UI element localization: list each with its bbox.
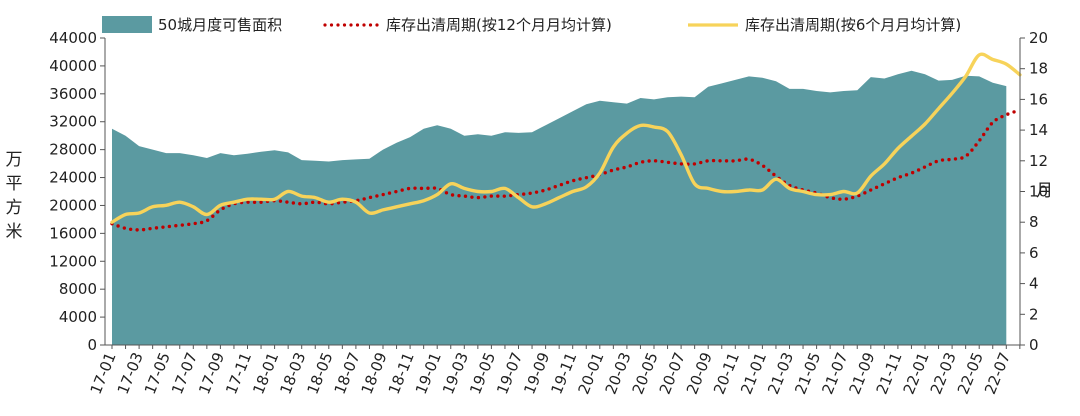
left-y-axis-title: 万平方米 xyxy=(6,150,23,242)
right-y-tick-label: 16 xyxy=(1029,90,1048,108)
series-line-6month xyxy=(110,52,1022,224)
x-tick-labels: 17-0117-0317-0517-0717-0917-1118-0118-03… xyxy=(87,350,1014,397)
legend-label-6m: 库存出清周期(按6个月月均计算) xyxy=(745,16,961,34)
left-y-tick-label: 16000 xyxy=(49,224,97,242)
series-line-12month xyxy=(110,108,1022,232)
legend-label-12m: 库存出清周期(按12个月月均计算) xyxy=(386,16,612,34)
legend-swatch-area xyxy=(102,16,152,33)
right-y-tick-label: 8 xyxy=(1029,213,1039,231)
left-y-tick-label: 44000 xyxy=(49,29,97,47)
right-y-tick-label: 4 xyxy=(1029,275,1039,293)
left-y-tick-label: 12000 xyxy=(49,252,97,270)
left-y-tick-label: 28000 xyxy=(49,141,97,159)
left-y-axis-label: 万平方米 xyxy=(6,150,23,242)
area-series-layer xyxy=(112,70,1007,346)
right-y-tick-label: 10 xyxy=(1029,183,1048,201)
left-y-tick-label: 40000 xyxy=(49,57,97,75)
left-y-tick-labels: 0 4000 8000 12000 16000 20000 24000 28000 32000 3… xyxy=(49,29,97,354)
left-y-axis-title-char: 万 xyxy=(6,150,23,170)
right-y-tick-label: 0 xyxy=(1029,336,1039,354)
left-y-tick-label: 20000 xyxy=(49,196,97,214)
axes xyxy=(100,37,1025,349)
right-y-tick-label: 20 xyxy=(1029,29,1048,47)
right-y-tick-label: 6 xyxy=(1029,244,1039,262)
right-y-tick-label: 2 xyxy=(1029,305,1039,323)
left-y-tick-label: 4000 xyxy=(59,308,97,326)
right-y-tick-label: 18 xyxy=(1029,60,1048,78)
left-y-tick-label: 32000 xyxy=(49,113,97,131)
right-y-tick-label: 12 xyxy=(1029,152,1048,170)
left-y-tick-label: 36000 xyxy=(49,85,97,103)
right-y-tick-labels: 0 2 4 6 8 10 12 14 16 18 20 xyxy=(1029,29,1048,354)
right-y-axis-title: 月 xyxy=(1036,181,1053,201)
right-y-tick-label: 14 xyxy=(1029,121,1048,139)
series-area-50city-sellable xyxy=(112,70,1007,346)
legend-label-area: 50城月度可售面积 xyxy=(158,16,282,34)
left-y-tick-label: 0 xyxy=(87,336,97,354)
left-y-axis-title-char: 平 xyxy=(6,174,23,194)
left-y-axis-title-char: 方 xyxy=(6,198,23,218)
left-y-tick-label: 24000 xyxy=(49,169,97,187)
line-series-layer xyxy=(110,52,1022,232)
left-y-axis-title-char: 米 xyxy=(6,222,23,242)
left-y-tick-label: 8000 xyxy=(59,280,97,298)
legend: 50城月度可售面积 库存出清周期(按12个月月均计算) 库存出清周期(按6个月月… xyxy=(102,16,961,34)
